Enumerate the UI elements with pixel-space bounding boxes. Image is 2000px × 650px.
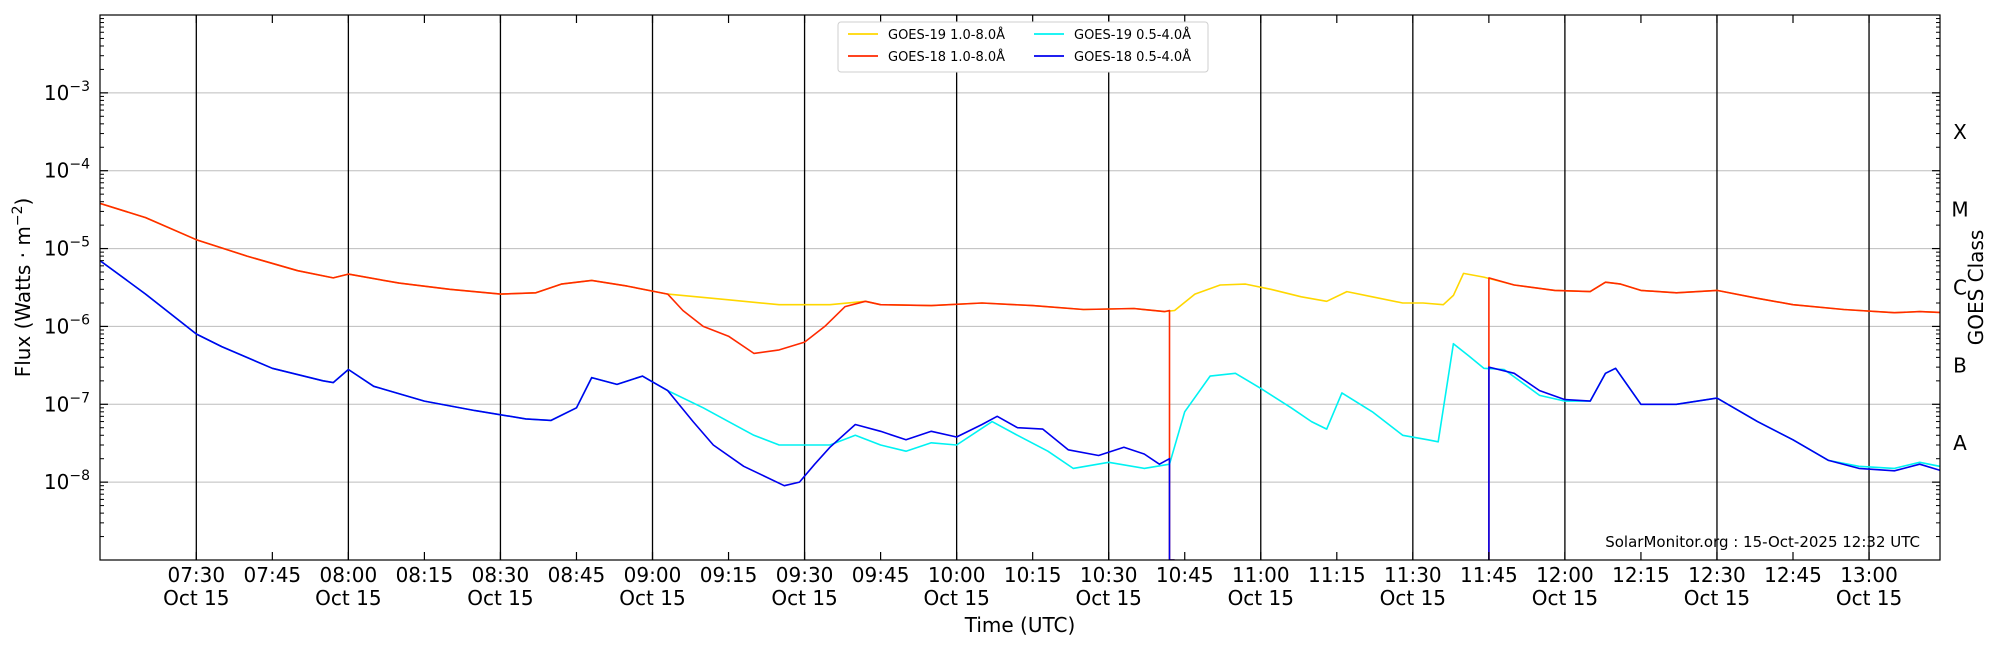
x-date-label: Oct 15 [1684, 586, 1750, 610]
x-tick-label: 12:45 [1764, 563, 1822, 587]
goes-class-label: A [1953, 431, 1967, 455]
x-tick-label: 08:15 [396, 563, 454, 587]
series-line [1488, 366, 1940, 560]
series-line [1488, 277, 1940, 560]
y-tick-label: 10−7 [44, 390, 90, 416]
x-tick-label: 10:15 [1004, 563, 1062, 587]
y-tick-label: 10−8 [44, 468, 90, 494]
series-line [100, 259, 1940, 470]
x-tick-label: 07:30 [167, 563, 225, 587]
x-tick-label: 11:45 [1460, 563, 1518, 587]
goes-class-label: B [1953, 353, 1967, 377]
series-line [100, 202, 1175, 560]
x-tick-label: 10:00 [928, 563, 986, 587]
series-layer [100, 202, 1940, 560]
grid-layer [100, 15, 1940, 560]
goes-class-label: C [1953, 276, 1967, 300]
x-tick-label: 09:15 [700, 563, 758, 587]
y-tick-label: 10−3 [44, 79, 90, 105]
right-axis-label: GOES Class [1964, 230, 1988, 346]
x-date-label: Oct 15 [1532, 586, 1598, 610]
x-tick-label: 12:15 [1612, 563, 1670, 587]
y-axis-label: Flux (Watts · m−2) [10, 198, 35, 378]
x-tick-label: 10:30 [1080, 563, 1138, 587]
plot-frame [99, 14, 1941, 561]
x-date-label: Oct 15 [315, 586, 381, 610]
x-date-label: Oct 15 [923, 586, 989, 610]
x-date-label: Oct 15 [163, 586, 229, 610]
x-tick-label: 07:45 [244, 563, 302, 587]
y-tick-label: 10−6 [44, 312, 90, 338]
x-tick-label: 08:00 [320, 563, 378, 587]
x-date-label: Oct 15 [1076, 586, 1142, 610]
x-date-label: Oct 15 [467, 586, 533, 610]
y-tick-label: 10−4 [44, 157, 90, 183]
x-tick-label: 11:15 [1308, 563, 1366, 587]
x-tick-label: 13:00 [1840, 563, 1898, 587]
x-date-label: Oct 15 [1228, 586, 1294, 610]
y-tick-label: 10−5 [44, 235, 90, 261]
legend: GOES-19 1.0-8.0Å GOES-18 1.0-8.0Å GOES-19 … [837, 21, 1209, 73]
legend-box [837, 21, 1209, 73]
x-tick-label: 08:45 [548, 563, 606, 587]
x-date-label: Oct 15 [619, 586, 685, 610]
x-tick-label: 09:45 [852, 563, 910, 587]
x-date-label: Oct 15 [1836, 586, 1902, 610]
x-tick-label: 10:45 [1156, 563, 1214, 587]
footer-text: SolarMonitor.org : 15-Oct-2025 12:32 UTC [1605, 533, 1920, 551]
legend-label: GOES-19 0.5-4.0Å [1074, 27, 1191, 43]
x-date-label: Oct 15 [1380, 586, 1446, 610]
x-tick-label: 11:00 [1232, 563, 1290, 587]
series-line [100, 259, 1175, 560]
legend-label: GOES-19 1.0-8.0Å [888, 27, 1005, 43]
legend-label: GOES-18 1.0-8.0Å [888, 49, 1005, 65]
legend-label: GOES-18 0.5-4.0Å [1074, 49, 1191, 65]
goes-class-label: M [1951, 198, 1968, 222]
x-date-label: Oct 15 [771, 586, 837, 610]
goes-class-label: X [1953, 120, 1967, 144]
x-tick-label: 11:30 [1384, 563, 1442, 587]
x-tick-label: 09:00 [624, 563, 682, 587]
x-tick-label: 12:00 [1536, 563, 1594, 587]
series-line [100, 202, 1940, 314]
x-tick-label: 12:30 [1688, 563, 1746, 587]
x-tick-label: 09:30 [776, 563, 834, 587]
x-tick-label: 08:30 [472, 563, 530, 587]
x-axis-label: Time (UTC) [964, 613, 1076, 637]
